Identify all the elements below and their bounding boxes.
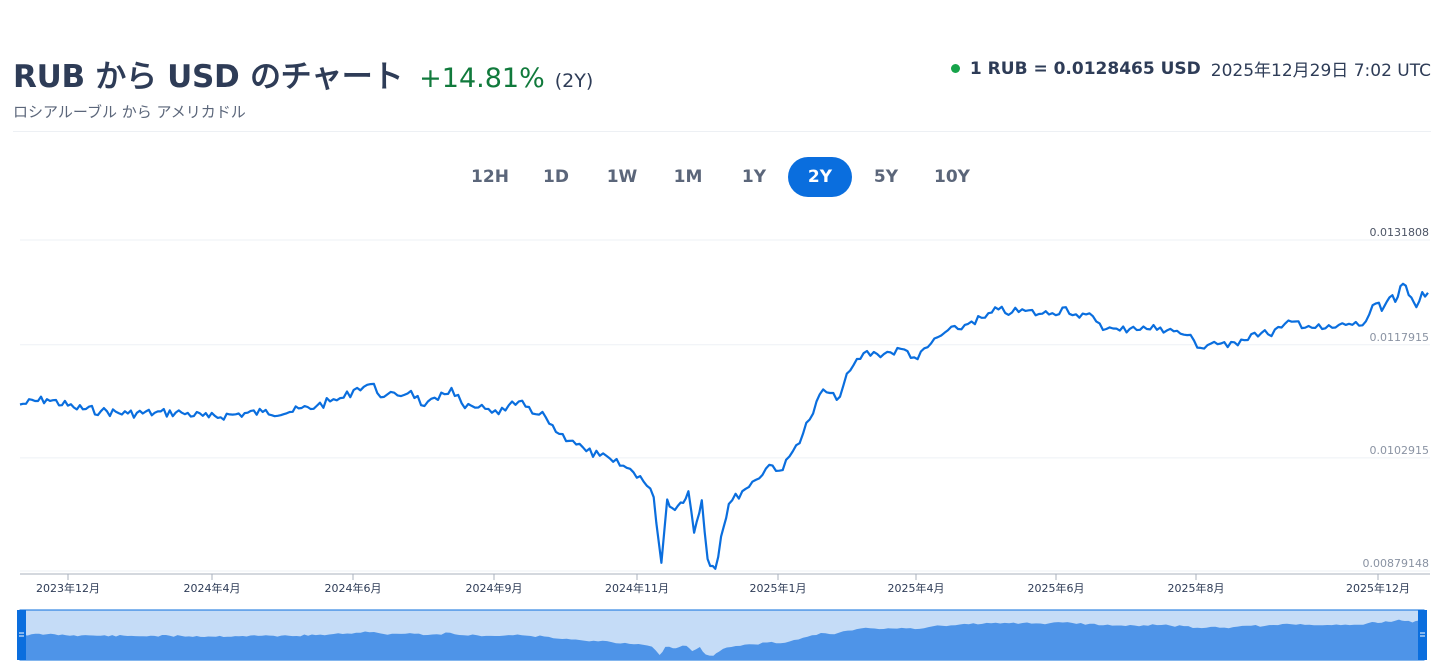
change-percent: +14.81% [419, 63, 545, 94]
period-button-10y[interactable]: 10Y [934, 167, 970, 187]
navigator-area [20, 619, 1424, 660]
period-button-1w[interactable]: 1W [606, 167, 638, 187]
x-tick-label: 2025年12月 [1346, 581, 1410, 595]
rate-text: 1 RUB = 0.0128465 USD [969, 58, 1201, 79]
x-tick-label: 2024年4月 [184, 581, 241, 595]
x-tick-label: 2025年8月 [1168, 581, 1225, 595]
exchange-rate-line [19, 282, 1429, 570]
x-tick-label: 2025年4月 [888, 581, 945, 595]
x-tick-label: 2023年12月 [36, 581, 100, 595]
x-tick-label: 2024年6月 [325, 581, 382, 595]
chart-header: RUB から USD のチャート +14.81% (2Y) [13, 51, 593, 95]
range-navigator[interactable] [17, 609, 1427, 661]
x-tick-label: 2024年11月 [605, 581, 669, 595]
y-tick-label: 0.0102915 [1370, 444, 1430, 457]
x-tick-label: 2025年6月 [1028, 581, 1085, 595]
period-button-5y[interactable]: 5Y [873, 167, 899, 187]
live-status-dot-icon [950, 64, 960, 73]
rate-info: 1 RUB = 0.0128465 USD 2025年12月29日 7:02 U… [950, 56, 1431, 81]
page-subtitle: ロシアルーブル から アメリカドル [13, 103, 246, 121]
y-tick-label: 0.0117915 [1370, 331, 1430, 344]
period-button-1y[interactable]: 1Y [741, 167, 767, 187]
navigator-handle-right[interactable] [1418, 610, 1427, 660]
period-selector: 12H 1D 1W 1M 1Y 2Y 5Y 10Y [0, 157, 1437, 197]
navigator-handle-left[interactable] [17, 610, 26, 660]
chart-gridlines [20, 239, 1430, 572]
page-title: RUB から USD のチャート [13, 59, 404, 95]
period-label: (2Y) [554, 70, 594, 92]
y-tick-label: 0.0131808 [1370, 226, 1430, 239]
x-tick-label: 2024年9月 [466, 581, 523, 595]
x-tick-label: 2025年1月 [750, 581, 807, 595]
y-axis-labels: 0.0131808 0.0117915 0.0102915 0.00879148 [1363, 226, 1429, 570]
x-axis: 2023年12月 2024年4月 2024年6月 2024年9月 2024年11月 202… [20, 573, 1430, 595]
rate-timestamp: 2025年12月29日 7:02 UTC [1210, 61, 1431, 81]
period-button-1m[interactable]: 1M [673, 167, 703, 187]
y-tick-label: 0.00879148 [1363, 557, 1429, 570]
period-button-12h[interactable]: 12H [471, 167, 509, 187]
period-button-1d[interactable]: 1D [543, 167, 569, 187]
header-divider [13, 131, 1431, 132]
period-button-2y[interactable]: 2Y [788, 157, 852, 197]
